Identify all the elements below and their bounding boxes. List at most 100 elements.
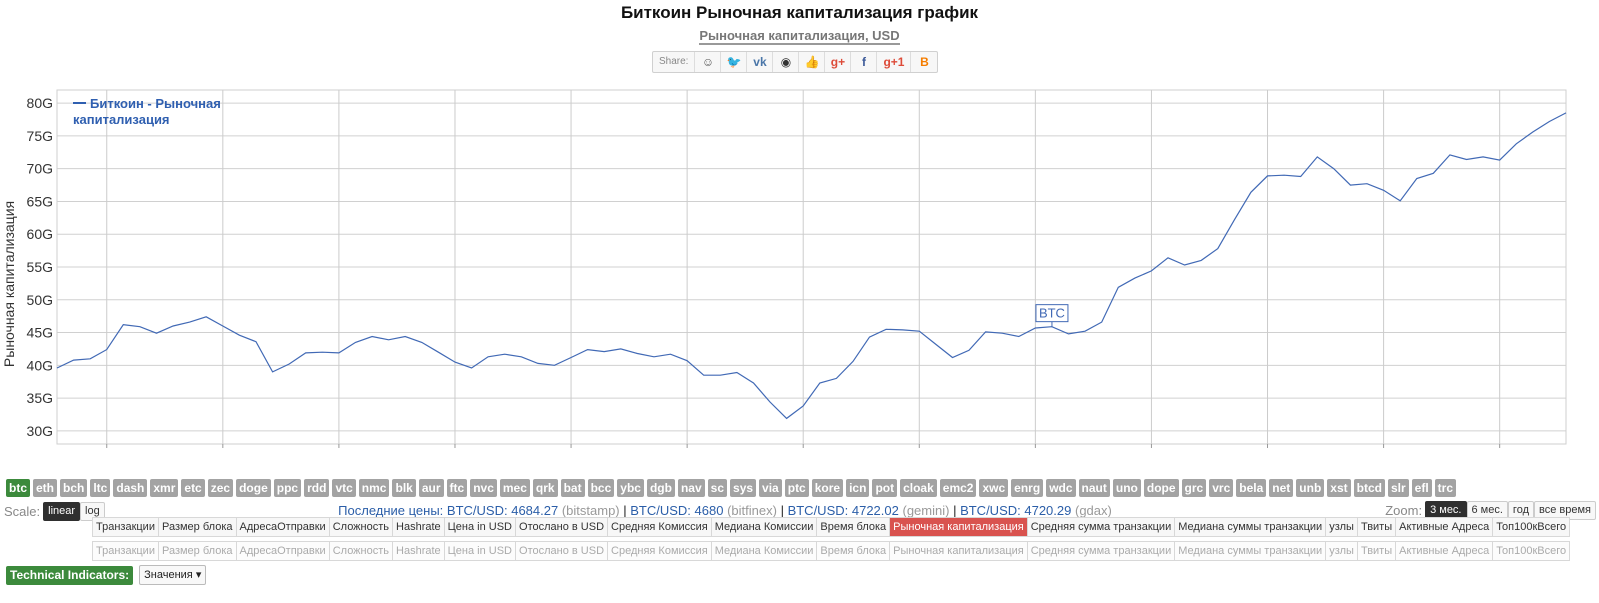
series-line[interactable] bbox=[56, 112, 1567, 420]
ticker-wdc[interactable]: wdc bbox=[1046, 479, 1076, 497]
subtitle-text[interactable]: Рыночная капитализация, USD bbox=[699, 28, 900, 45]
data-point[interactable] bbox=[154, 331, 159, 336]
data-point[interactable] bbox=[1166, 255, 1171, 260]
data-point[interactable] bbox=[121, 322, 126, 327]
metric-tab[interactable]: Твиты bbox=[1356, 518, 1396, 536]
data-point[interactable] bbox=[270, 369, 275, 374]
data-point[interactable] bbox=[668, 352, 673, 357]
data-point[interactable] bbox=[1182, 263, 1187, 268]
ticker-grc[interactable]: grc bbox=[1181, 479, 1207, 497]
ticker-sc[interactable]: sc bbox=[707, 479, 728, 497]
data-point[interactable] bbox=[834, 376, 839, 381]
ticker-btcd[interactable]: btcd bbox=[1353, 479, 1385, 497]
data-point[interactable] bbox=[585, 347, 590, 352]
reddit-icon[interactable]: ☺ bbox=[695, 52, 722, 72]
metric-tab-secondary[interactable]: Hashrate bbox=[392, 542, 444, 560]
data-point[interactable] bbox=[1315, 154, 1320, 159]
data-point[interactable] bbox=[436, 350, 441, 355]
data-point[interactable] bbox=[851, 359, 856, 364]
data-point[interactable] bbox=[917, 329, 922, 334]
data-point[interactable] bbox=[1530, 130, 1535, 135]
ticker-qrk[interactable]: qrk bbox=[532, 479, 558, 497]
ticker-bcc[interactable]: bcc bbox=[587, 479, 615, 497]
ticker-pot[interactable]: pot bbox=[872, 479, 898, 497]
data-point[interactable] bbox=[734, 370, 739, 375]
ticker-ybc[interactable]: ybc bbox=[617, 479, 644, 497]
data-point[interactable] bbox=[254, 339, 259, 344]
ticker-xmr[interactable]: xmr bbox=[150, 479, 179, 497]
facebook-icon[interactable]: f bbox=[851, 52, 878, 72]
data-point[interactable] bbox=[801, 404, 806, 409]
ticker-vrc[interactable]: vrc bbox=[1209, 479, 1234, 497]
data-point[interactable] bbox=[1265, 173, 1270, 178]
ticker-bch[interactable]: bch bbox=[60, 479, 88, 497]
data-point[interactable] bbox=[519, 354, 524, 359]
ticker-efl[interactable]: efl bbox=[1411, 479, 1432, 497]
ticker-dope[interactable]: dope bbox=[1143, 479, 1179, 497]
ticker-sys[interactable]: sys bbox=[730, 479, 757, 497]
twitter-icon[interactable]: 🐦 bbox=[721, 52, 748, 72]
scale-linear-button[interactable]: linear bbox=[43, 501, 81, 521]
data-point[interactable] bbox=[1149, 268, 1154, 273]
data-point[interactable] bbox=[602, 349, 607, 354]
metric-tab-secondary[interactable]: узлы bbox=[1325, 542, 1357, 560]
data-point[interactable] bbox=[1481, 154, 1486, 159]
indicators-select[interactable]: Значения ▾ bbox=[139, 565, 207, 585]
metric-tab[interactable]: Средняя сумма транзакции bbox=[1026, 518, 1175, 536]
data-point[interactable] bbox=[1365, 181, 1370, 186]
ticker-xwc[interactable]: xwc bbox=[979, 479, 1009, 497]
metric-tab-secondary[interactable]: Твиты bbox=[1356, 542, 1396, 560]
data-point[interactable] bbox=[1248, 190, 1253, 195]
ticker-emc2[interactable]: emc2 bbox=[939, 479, 977, 497]
ticker-slr[interactable]: slr bbox=[1387, 479, 1409, 497]
data-point[interactable] bbox=[353, 340, 358, 345]
data-point[interactable] bbox=[1132, 276, 1137, 281]
metric-tab[interactable]: АдресаОтправки bbox=[235, 518, 329, 536]
data-point[interactable] bbox=[1298, 174, 1303, 179]
data-point[interactable] bbox=[303, 350, 308, 355]
data-point[interactable] bbox=[237, 333, 242, 338]
metric-tab[interactable]: Медиана Комиссии bbox=[710, 518, 817, 536]
ticker-icn[interactable]: icn bbox=[846, 479, 870, 497]
data-point[interactable] bbox=[867, 335, 872, 340]
data-point[interactable] bbox=[287, 362, 292, 367]
metric-tab-secondary[interactable]: Время блока bbox=[816, 542, 890, 560]
data-point[interactable] bbox=[685, 358, 690, 363]
data-point[interactable] bbox=[320, 350, 325, 355]
data-point[interactable] bbox=[1348, 183, 1353, 188]
data-point[interactable] bbox=[220, 324, 225, 329]
data-point[interactable] bbox=[486, 354, 491, 359]
data-point[interactable] bbox=[104, 347, 109, 352]
ticker-net[interactable]: net bbox=[1269, 479, 1294, 497]
data-point[interactable] bbox=[535, 361, 540, 366]
data-point[interactable] bbox=[1414, 176, 1419, 181]
metric-tab-secondary[interactable]: Активные Адреса bbox=[1395, 542, 1493, 560]
data-point[interactable] bbox=[1514, 141, 1519, 146]
data-point[interactable] bbox=[1282, 173, 1287, 178]
data-point[interactable] bbox=[817, 381, 822, 386]
ticker-via[interactable]: via bbox=[759, 479, 782, 497]
metric-tab[interactable]: Размер блока bbox=[157, 518, 236, 536]
ticker-bat[interactable]: bat bbox=[560, 479, 585, 497]
data-point[interactable] bbox=[1398, 198, 1403, 203]
data-point[interactable] bbox=[1331, 166, 1336, 171]
data-point[interactable] bbox=[983, 329, 988, 334]
data-point[interactable] bbox=[618, 346, 623, 351]
data-point[interactable] bbox=[701, 373, 706, 378]
data-point[interactable] bbox=[1431, 171, 1436, 176]
metric-tab[interactable]: Отослано в USD bbox=[515, 518, 608, 536]
ticker-mec[interactable]: mec bbox=[499, 479, 530, 497]
metric-tab[interactable]: Рыночная капитализация bbox=[889, 518, 1027, 536]
data-point[interactable] bbox=[55, 366, 60, 371]
metric-tab-secondary[interactable]: Средняя Комиссия bbox=[607, 542, 711, 560]
ticker-ptc[interactable]: ptc bbox=[784, 479, 809, 497]
ticker-btc[interactable]: btc bbox=[6, 479, 30, 497]
ticker-trc[interactable]: trc bbox=[1434, 479, 1457, 497]
data-point[interactable] bbox=[1497, 158, 1502, 163]
ticker-nmc[interactable]: nmc bbox=[358, 479, 390, 497]
data-point[interactable] bbox=[1232, 217, 1237, 222]
zoom-option-button[interactable]: 3 мес. bbox=[1425, 501, 1467, 520]
ticker-enrg[interactable]: enrg bbox=[1011, 479, 1044, 497]
ticker-vtc[interactable]: vtc bbox=[332, 479, 356, 497]
data-point[interactable] bbox=[88, 356, 93, 361]
